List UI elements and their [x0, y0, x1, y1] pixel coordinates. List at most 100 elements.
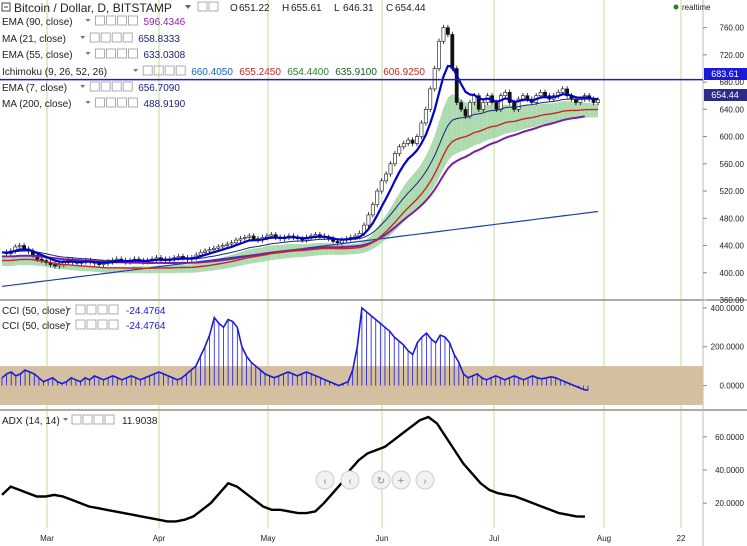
plus-icon — [111, 81, 122, 92]
cloud-segment — [443, 97, 448, 169]
chart-navigation: ‹ ‹ ↻ + › — [315, 470, 435, 490]
candle-body — [203, 250, 207, 253]
candle-body — [507, 92, 512, 103]
cci-axis: 400.0000 200.0000 0.0000 — [703, 304, 745, 391]
price-tick-label: 480.00 — [720, 214, 745, 223]
candle-body — [494, 102, 499, 110]
candle-body — [560, 88, 565, 93]
eye-icon — [75, 319, 86, 330]
candle-body — [238, 238, 243, 241]
format-icon[interactable] — [208, 1, 219, 12]
ichimoku-cloud — [2, 93, 598, 274]
eye-icon — [75, 304, 86, 315]
candle-body — [406, 139, 411, 144]
ohlc-value: 651.22 — [239, 3, 270, 14]
candle-body — [441, 27, 446, 42]
cloud-segment — [28, 255, 33, 266]
adx-axis: 60.0000 40.0000 20.0000 — [703, 433, 745, 508]
collapse-icon[interactable] — [1, 2, 11, 12]
symbol-title[interactable]: Bitcoin / Dollar, D, BITSTAMP — [14, 1, 172, 15]
adx-tick-label: 60.0000 — [715, 433, 744, 442]
candle-body — [565, 88, 569, 97]
chevron-down-icon — [66, 323, 71, 326]
candle-body — [212, 247, 216, 250]
cloud-segment — [90, 266, 95, 272]
ma21-line — [1, 98, 598, 261]
cloud-segment — [24, 255, 29, 266]
close-icon — [175, 65, 186, 76]
svg-text:‹: ‹ — [348, 476, 351, 487]
candle-body — [251, 235, 256, 240]
eye-icon — [95, 97, 105, 108]
cloud-segment — [174, 264, 179, 274]
cloud-segment — [483, 104, 488, 143]
cci-name: CCI (50, close) — [2, 306, 69, 317]
ohlc-key: H — [282, 3, 289, 14]
adx-tick-label: 40.0000 — [715, 466, 744, 475]
candle-body — [225, 243, 230, 246]
plus-icon — [111, 32, 122, 43]
eye-icon — [95, 15, 105, 26]
cloud-segment — [514, 106, 519, 132]
candle-body — [242, 237, 247, 240]
plus-icon — [117, 48, 127, 59]
indicator-value: 488.9190 — [144, 99, 186, 110]
candle-body — [463, 109, 468, 117]
cloud-segment — [15, 256, 20, 266]
zoom-out-button[interactable]: ‹ — [340, 470, 360, 490]
price-tick-label: 600.00 — [720, 133, 745, 142]
indicator-name: MA (200, close) — [2, 99, 71, 110]
cloud-segment — [107, 267, 113, 273]
x-tick-label: Jun — [376, 534, 389, 543]
x-tick-label: 22 — [677, 534, 686, 543]
cloud-segment — [138, 266, 144, 274]
settings-icon — [100, 81, 111, 92]
cci-value: -24.4764 — [126, 321, 166, 332]
candle-body — [379, 180, 384, 192]
cloud-segment — [505, 104, 510, 134]
reset-button[interactable]: ↻ — [371, 470, 391, 490]
cloud-segment — [509, 105, 515, 133]
candle-body — [437, 40, 441, 69]
candle-body — [229, 242, 234, 245]
cloud-segment — [77, 265, 82, 271]
zoom-in-button[interactable]: + — [391, 470, 411, 490]
ema90-line — [1, 115, 585, 264]
svg-text:683.61: 683.61 — [711, 69, 739, 79]
cloud-segment — [540, 103, 546, 125]
price-axis: 760.00 720.00 680.00 640.00 600.00 560.00 520.… — [703, 24, 745, 305]
cloud-segment — [536, 103, 541, 127]
adx-tick-label: 20.0000 — [715, 499, 744, 508]
eye-icon — [142, 65, 153, 76]
cloud-segment — [372, 227, 378, 250]
cloud-segment — [500, 104, 506, 136]
candle-body — [384, 173, 388, 182]
cloud-segment — [2, 257, 7, 267]
cloud-segment — [492, 105, 497, 139]
cloud-segment — [434, 121, 440, 187]
cloud-segment — [412, 170, 417, 214]
scroll-right-button[interactable]: › — [415, 470, 435, 490]
candle-body — [512, 102, 517, 110]
chevron-down-icon[interactable] — [185, 5, 191, 9]
candle-body — [432, 68, 437, 90]
cci-tick-label: 400.0000 — [711, 304, 745, 313]
indicator-name: EMA (7, close) — [2, 83, 67, 94]
candle-body — [516, 98, 521, 110]
cloud-segment — [183, 264, 188, 273]
cloud-segment — [19, 255, 25, 266]
ohlc-value: 655.61 — [291, 3, 322, 14]
settings-icon — [86, 304, 97, 315]
time-axis: Mar Apr May Jun Jul Aug 22 — [40, 534, 686, 543]
cci-tick-label: 0.0000 — [720, 382, 745, 391]
candle-body — [415, 136, 419, 144]
settings-icon[interactable] — [197, 1, 208, 12]
candle-body — [476, 95, 481, 110]
scroll-left-button[interactable]: ‹ — [315, 470, 335, 490]
price-tick-label: 440.00 — [720, 242, 745, 251]
cloud-segment — [169, 265, 175, 274]
cci-histogram — [1, 307, 589, 391]
plus-icon — [164, 65, 175, 76]
settings-icon — [106, 48, 116, 59]
